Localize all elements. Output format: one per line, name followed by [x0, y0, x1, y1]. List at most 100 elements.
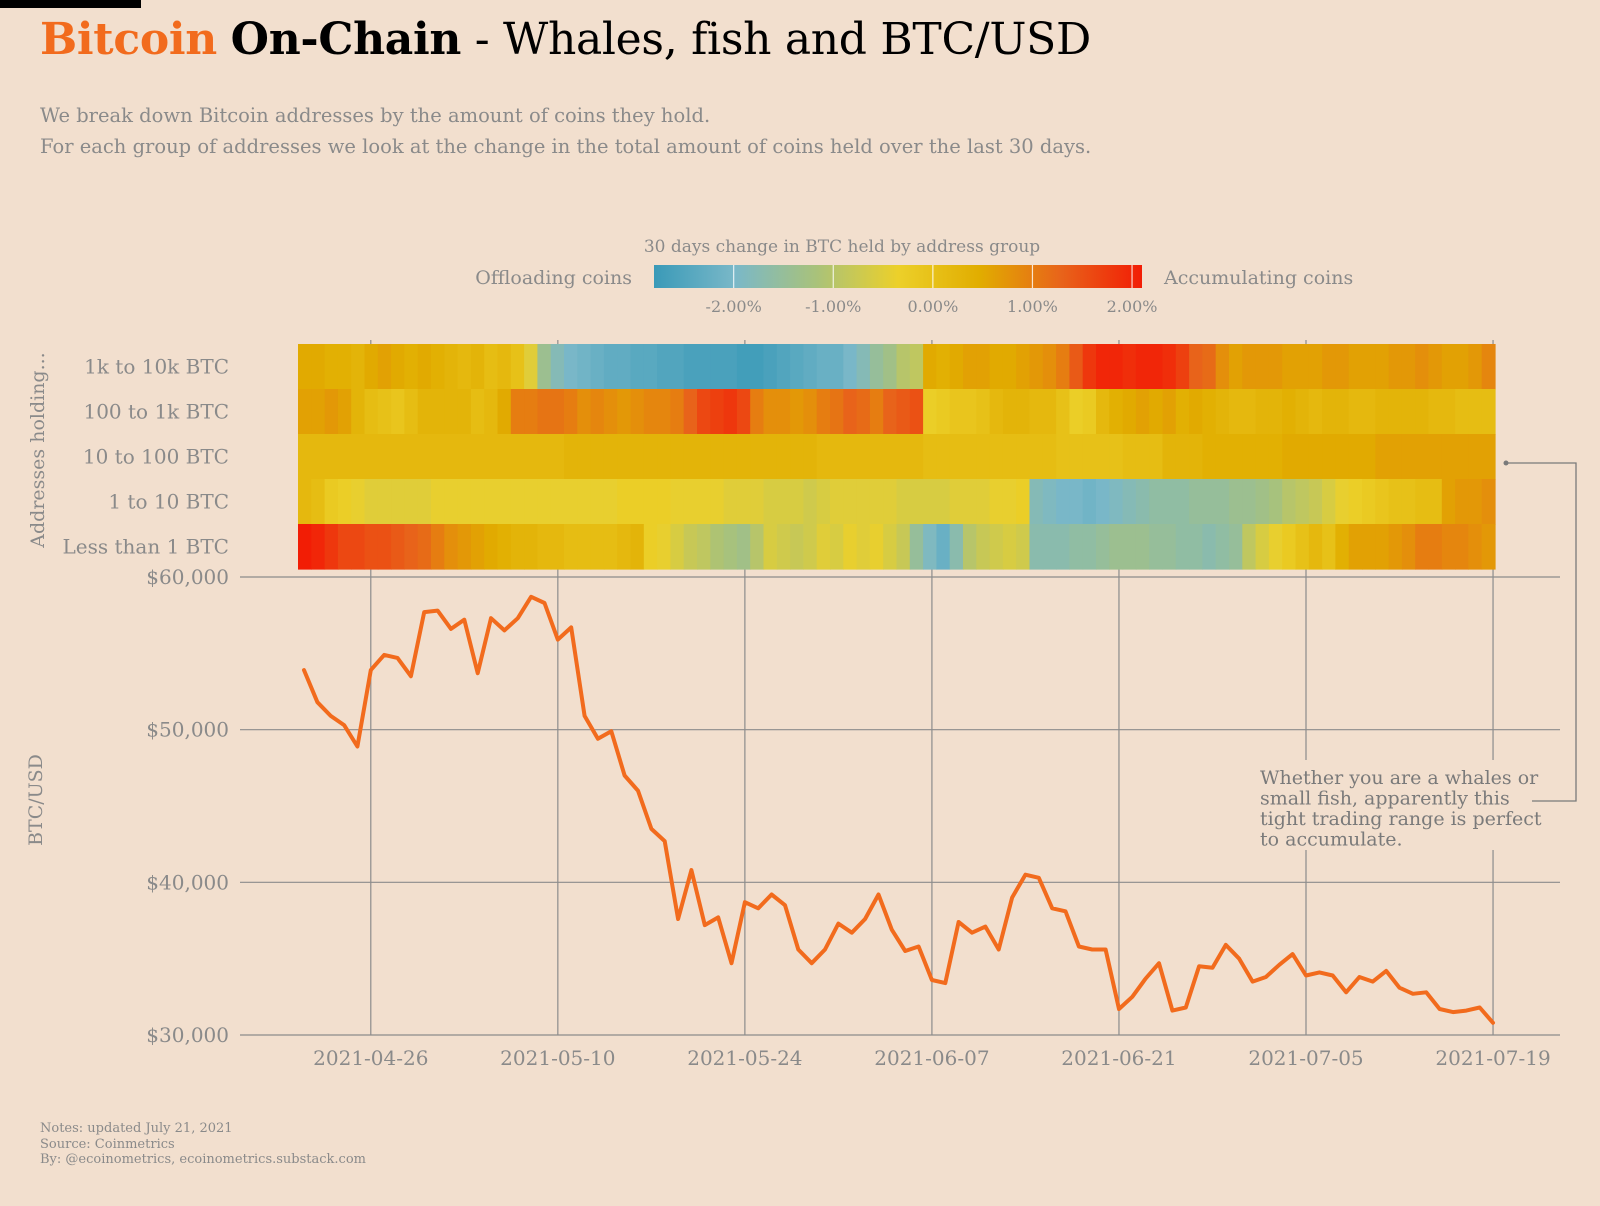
heatmap-cell — [630, 344, 645, 390]
heatmap-cell — [324, 524, 339, 570]
heatmap-cell — [1441, 524, 1456, 570]
heatmap-cell — [577, 434, 592, 480]
heatmap-cell — [710, 344, 725, 390]
heatmap-cell — [337, 389, 352, 435]
annotation-line: tight trading range is perfect — [1260, 808, 1542, 830]
x-tick-label: 2021-05-24 — [687, 1046, 802, 1070]
heatmap-cell — [417, 434, 432, 480]
heatmap-cell — [1149, 389, 1164, 435]
heatmap-cell — [590, 389, 605, 435]
heatmap-cell — [856, 479, 871, 525]
heatmap-cell — [1481, 524, 1496, 570]
heatmap-cell — [736, 389, 751, 435]
heatmap-cell — [1335, 479, 1350, 525]
heatmap-cell — [1162, 479, 1177, 525]
heatmap-cell — [431, 524, 445, 570]
heatmap-cell — [949, 524, 964, 570]
heatmap-cell — [311, 344, 326, 390]
heatmap-cell — [377, 524, 392, 570]
subtitle-line-2: For each group of addresses we look at t… — [40, 135, 1092, 158]
heatmap-cell — [723, 479, 738, 525]
heatmap-cell — [1002, 389, 1017, 435]
heatmap-cell — [377, 389, 392, 435]
heatmap-cell — [298, 434, 312, 480]
heatmap-cell — [1229, 389, 1243, 435]
heatmap-cell — [404, 389, 419, 435]
x-tick-label: 2021-04-26 — [313, 1046, 428, 1070]
heatmap-cell — [683, 434, 698, 480]
heatmap-cell — [830, 479, 844, 525]
heatmap-cell — [1441, 479, 1456, 525]
heatmap-cell — [1468, 389, 1483, 435]
heatmap-cell — [1388, 524, 1403, 570]
heatmap-cell — [617, 479, 632, 525]
heatmap-cell — [1375, 434, 1390, 480]
heatmap-cell — [1401, 389, 1416, 435]
heatmap-cell — [630, 524, 645, 570]
heatmap-cell — [1428, 389, 1443, 435]
heatmap-cell — [617, 344, 632, 390]
heatmap-row-labels: 1k to 10k BTC 100 to 1k BTC 10 to 100 BTC 1… — [62, 355, 229, 559]
heatmap-cell — [324, 479, 339, 525]
x-tick-label: 2021-05-10 — [500, 1046, 615, 1070]
x-tick-label: 2021-07-05 — [1248, 1046, 1363, 1070]
heatmap-cell — [1415, 479, 1430, 525]
heatmap-cell — [1042, 479, 1057, 525]
heatmap-cell — [790, 479, 804, 525]
heatmap-cell — [497, 344, 512, 390]
heatmap-cell — [697, 479, 711, 525]
heatmap-cell — [949, 479, 964, 525]
heatmap-cell — [550, 434, 565, 480]
heatmap-cell — [391, 524, 405, 570]
heatmap-cell — [883, 479, 898, 525]
heatmap-cell — [364, 434, 379, 480]
heatmap-cell — [803, 434, 818, 480]
heatmap-cell — [1069, 434, 1084, 480]
heatmap-cell — [1322, 479, 1336, 525]
heatmap-cell — [803, 389, 818, 435]
heatmap-cell — [1308, 389, 1323, 435]
heatmap-cell — [457, 344, 472, 390]
heatmap-cell — [431, 434, 445, 480]
heatmap-cell — [603, 344, 618, 390]
heatmap-cell — [470, 479, 485, 525]
heatmap-cell — [1348, 344, 1363, 390]
heatmap-cell — [1175, 479, 1190, 525]
heatmap-cell — [617, 524, 632, 570]
heatmap-cell — [1255, 524, 1270, 570]
heatmap-cell — [404, 479, 419, 525]
heatmap-cell — [550, 344, 565, 390]
heatmap-cell — [391, 344, 405, 390]
heatmap-cell — [1242, 389, 1257, 435]
heatmap-cell — [1255, 389, 1270, 435]
heatmap-cell — [550, 524, 565, 570]
heatmap-cell — [1388, 344, 1403, 390]
page-title: Bitcoin On-Chain - Whales, fish and BTC/… — [40, 14, 1091, 65]
heatmap-cell — [1056, 389, 1070, 435]
heatmap-cell — [736, 524, 751, 570]
heatmap-cell — [351, 389, 366, 435]
heatmap-cell — [710, 434, 725, 480]
heatmap-cell — [1428, 344, 1443, 390]
heatmap-cell — [697, 389, 711, 435]
heatmap-cell — [923, 524, 937, 570]
heatmap-cell — [1162, 389, 1177, 435]
heatmap-cell — [1348, 389, 1363, 435]
footer-source: Source: Coinmetrics — [40, 1136, 175, 1152]
heatmap-cell — [1002, 344, 1017, 390]
heatmap-cell — [843, 479, 858, 525]
heatmap-cell — [1175, 434, 1190, 480]
heatmap-cell — [989, 389, 1004, 435]
y-tick-label: $50,000 — [146, 718, 229, 742]
heatmap-cell — [298, 524, 312, 570]
heatmap-cell — [1202, 389, 1217, 435]
heatmap-cell — [404, 434, 419, 480]
heatmap-cell — [1016, 389, 1031, 435]
heatmap-cell — [1002, 479, 1017, 525]
heatmap-cell — [763, 389, 778, 435]
heatmap-cell — [1415, 524, 1430, 570]
heatmap-cell — [816, 434, 831, 480]
heatmap-cell — [976, 434, 991, 480]
heatmap-cell — [1335, 389, 1350, 435]
heatmap-cell — [603, 434, 618, 480]
